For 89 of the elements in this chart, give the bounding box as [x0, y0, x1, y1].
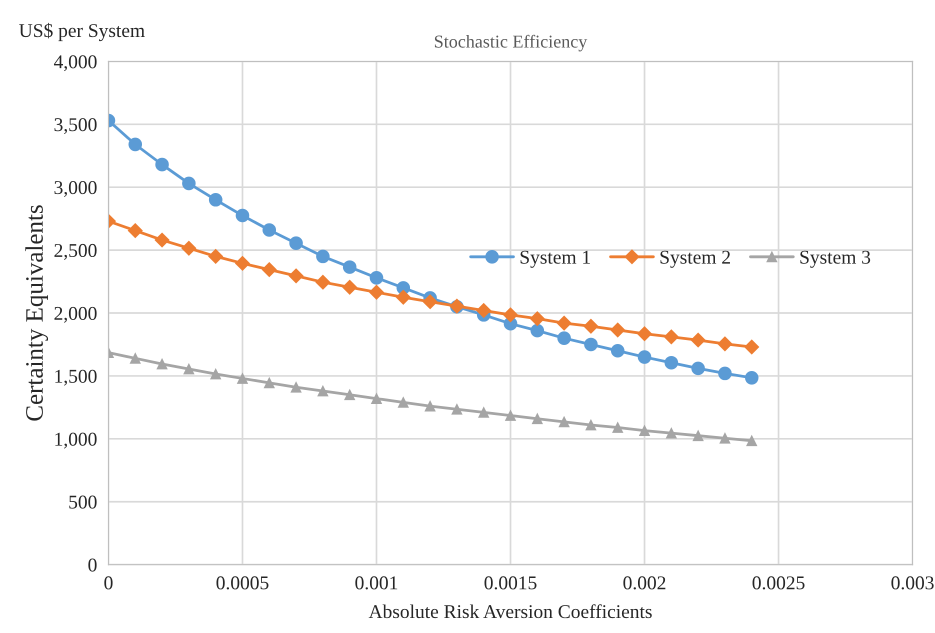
y-tick-label: 500 [69, 496, 97, 509]
point [181, 240, 196, 256]
point [584, 338, 598, 352]
point [557, 331, 571, 345]
point [610, 322, 626, 338]
point [264, 377, 275, 388]
point [156, 358, 168, 370]
point [666, 428, 677, 439]
y-axis-title: Certainty Equivalents [25, 205, 48, 421]
y-tick-label: 2,000 [54, 306, 97, 323]
point [290, 382, 302, 393]
point [208, 193, 222, 207]
point [318, 386, 328, 396]
x-tick-label: 0.0025 [752, 576, 805, 590]
point [558, 416, 570, 428]
y-tick-label: 4,000 [54, 55, 97, 72]
point [182, 176, 196, 190]
point [262, 223, 276, 237]
point [586, 420, 596, 430]
y-tick-label: 1,500 [55, 370, 97, 386]
point [424, 400, 436, 412]
point [422, 294, 438, 310]
point [342, 280, 358, 295]
point [720, 432, 730, 444]
point [690, 332, 706, 348]
point [718, 366, 732, 380]
point [744, 371, 759, 385]
x-tick-label: 0.0005 [216, 576, 268, 590]
point [478, 407, 490, 418]
x-tick-label: 0.003 [891, 576, 934, 590]
point [262, 262, 277, 278]
point [315, 274, 330, 290]
y-tick-label: 2,500 [54, 244, 97, 260]
legend-label: System 1 [520, 250, 590, 268]
x-axis-title: Absolute Risk Aversion Coefficients [368, 604, 652, 618]
point [718, 336, 732, 352]
point [691, 362, 705, 376]
point [746, 435, 758, 446]
point [344, 389, 356, 400]
point [236, 208, 250, 222]
point [316, 250, 330, 264]
point [237, 373, 248, 384]
point [289, 236, 303, 250]
y-tick-label: 0 [88, 558, 97, 572]
chart-title: Stochastic Efficiency [434, 34, 588, 52]
point [664, 330, 679, 344]
point [505, 410, 516, 421]
point [530, 311, 545, 326]
point [371, 393, 382, 404]
x-tick-label: 0.001 [355, 576, 398, 590]
point [288, 268, 304, 284]
point [154, 232, 170, 248]
point [530, 324, 544, 338]
point [155, 158, 169, 172]
y-tick-label: 3,500 [54, 118, 97, 134]
point [342, 260, 356, 274]
y-tick-label: 3,000 [54, 181, 97, 197]
point [128, 223, 143, 238]
point [210, 368, 222, 380]
point [128, 138, 142, 152]
point [398, 396, 409, 408]
x-tick-label: 0.0015 [484, 576, 536, 590]
point [639, 425, 650, 436]
point [612, 422, 624, 433]
y-tick-label: 1,000 [55, 432, 97, 449]
text: US$ per System [19, 22, 145, 42]
point [692, 430, 704, 442]
point [532, 413, 543, 424]
point [584, 318, 598, 334]
point [396, 290, 411, 305]
point [664, 356, 678, 370]
point [208, 249, 224, 264]
point [610, 344, 624, 358]
point [476, 303, 492, 318]
point [369, 284, 384, 300]
point [638, 350, 652, 364]
point [556, 316, 572, 330]
point [452, 404, 462, 415]
point [503, 308, 518, 322]
legend-label: System 2 [660, 250, 730, 268]
x-tick-label: 0.002 [623, 576, 666, 590]
point [637, 326, 652, 342]
legend-label: System 3 [800, 250, 870, 268]
point [370, 271, 384, 285]
point [183, 364, 194, 374]
point [130, 352, 141, 364]
point [744, 340, 760, 354]
point [235, 256, 250, 271]
x-tick-label: 0 [104, 576, 113, 590]
